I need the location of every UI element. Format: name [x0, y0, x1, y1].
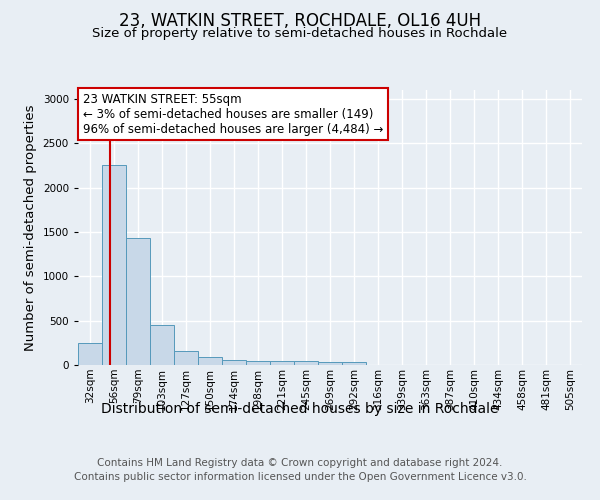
Text: Distribution of semi-detached houses by size in Rochdale: Distribution of semi-detached houses by … — [101, 402, 499, 416]
Bar — [246, 361, 270, 365]
Bar — [318, 362, 342, 365]
Text: 23 WATKIN STREET: 55sqm
← 3% of semi-detached houses are smaller (149)
96% of se: 23 WATKIN STREET: 55sqm ← 3% of semi-det… — [83, 92, 383, 136]
Bar — [270, 362, 294, 365]
Text: Contains HM Land Registry data © Crown copyright and database right 2024.: Contains HM Land Registry data © Crown c… — [97, 458, 503, 468]
Bar — [342, 362, 366, 365]
Text: Contains public sector information licensed under the Open Government Licence v3: Contains public sector information licen… — [74, 472, 526, 482]
Bar — [102, 166, 126, 365]
Bar — [222, 360, 246, 365]
Bar — [78, 342, 102, 365]
Bar — [150, 325, 174, 365]
Text: 23, WATKIN STREET, ROCHDALE, OL16 4UH: 23, WATKIN STREET, ROCHDALE, OL16 4UH — [119, 12, 481, 30]
Text: Size of property relative to semi-detached houses in Rochdale: Size of property relative to semi-detach… — [92, 28, 508, 40]
Bar — [198, 357, 222, 365]
Bar — [174, 351, 198, 365]
Y-axis label: Number of semi-detached properties: Number of semi-detached properties — [24, 104, 37, 351]
Bar — [294, 360, 318, 365]
Bar — [126, 238, 150, 365]
